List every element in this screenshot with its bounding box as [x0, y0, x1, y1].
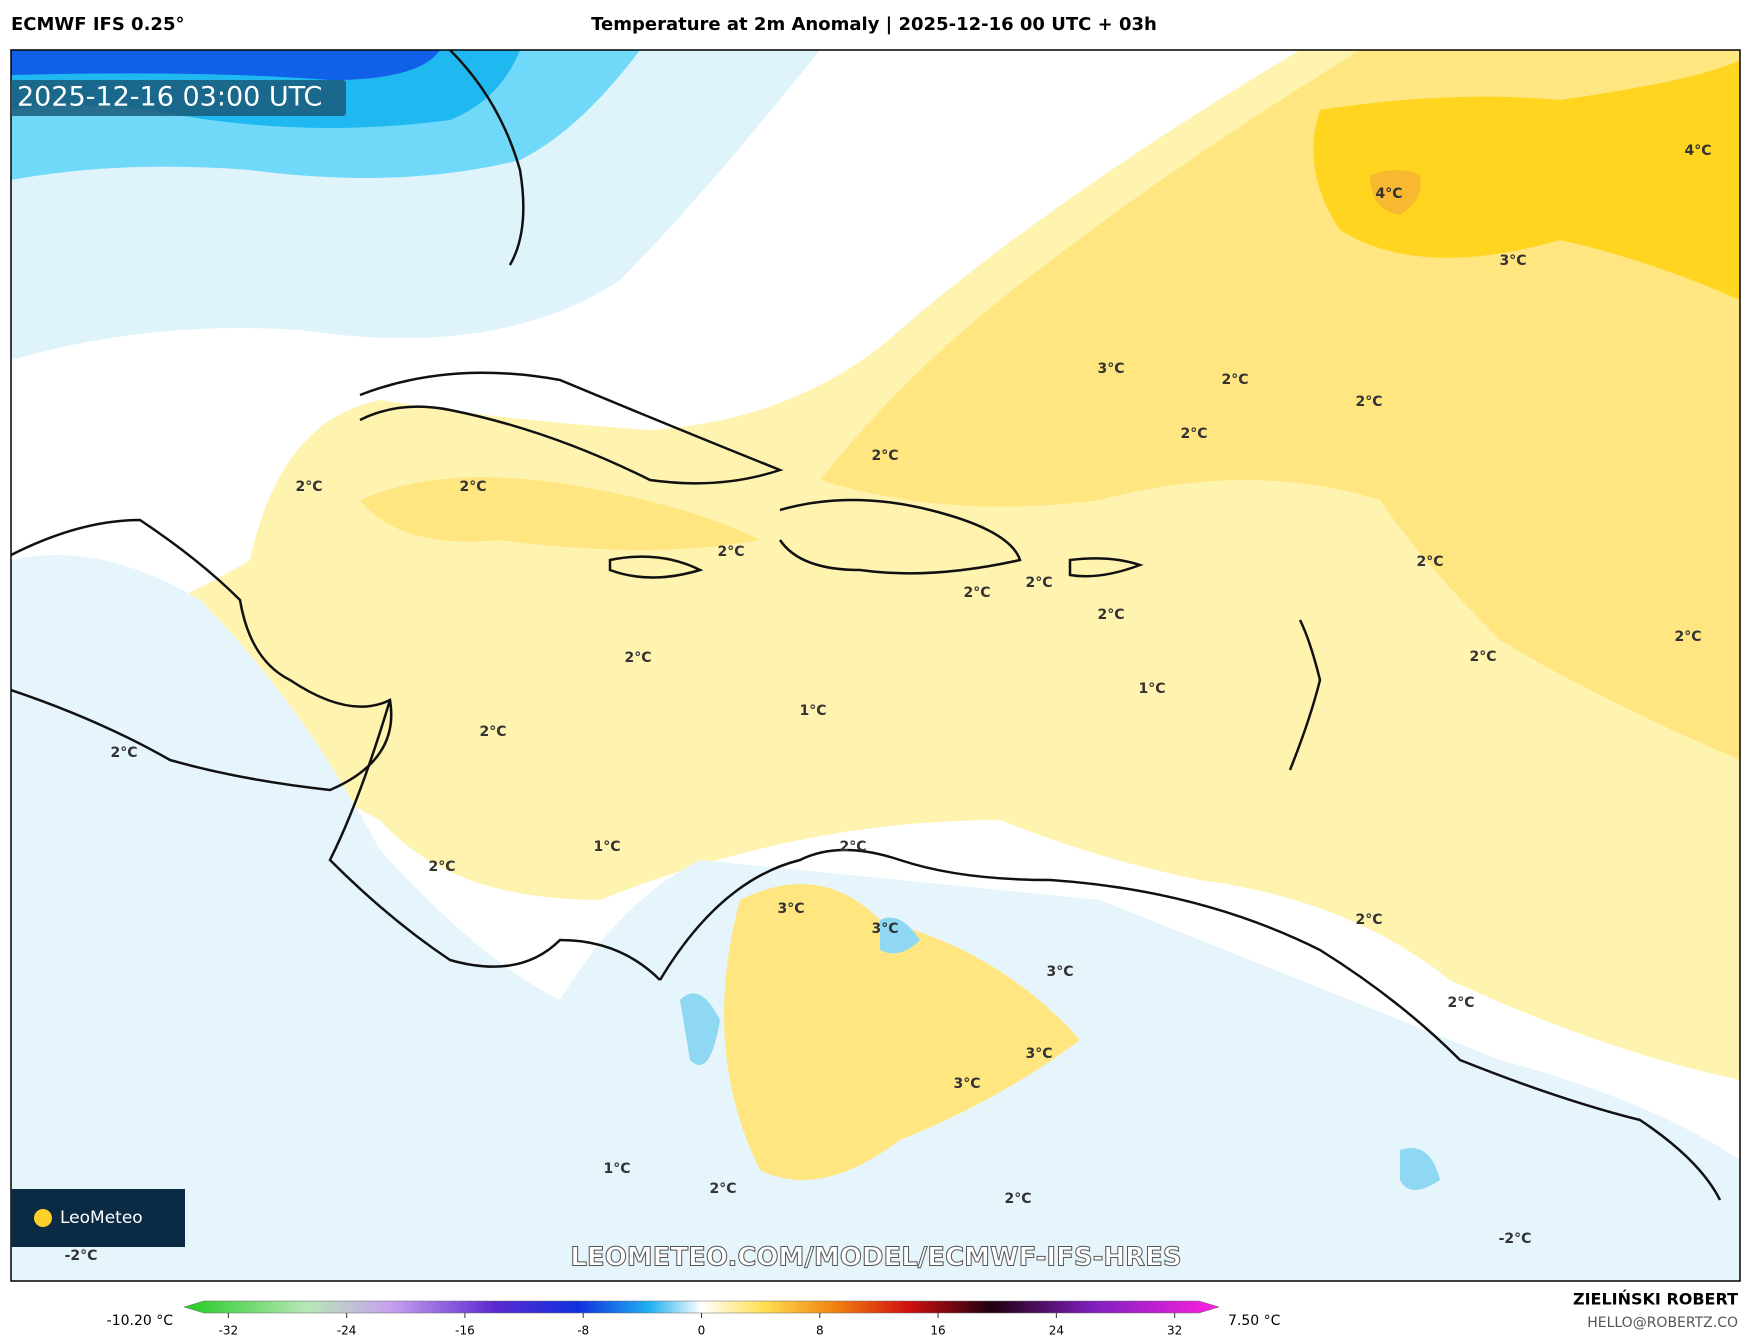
contour-label: 3°C	[1025, 1046, 1052, 1062]
author: ZIELIŃSKI ROBERT	[1573, 1290, 1738, 1309]
contour-label: -2°C	[65, 1248, 98, 1264]
contour-label: 2°C	[295, 479, 322, 495]
land-warm	[724, 884, 1080, 1180]
colorbar: -32 -24 -16 -8 0 8 16 24 32	[183, 1300, 1220, 1338]
contour-label: 2°C	[459, 479, 486, 495]
colorbar-tick-label: 16	[930, 1324, 945, 1338]
contour-label: 2°C	[110, 745, 137, 761]
contour-label: 3°C	[1097, 361, 1124, 377]
colorbar-strip	[183, 1300, 1220, 1314]
contour-label: 2°C	[1221, 372, 1248, 388]
contour-label: 2°C	[839, 839, 866, 855]
contour-label: 2°C	[428, 859, 455, 875]
contour-label: 2°C	[479, 724, 506, 740]
contour-label: 2°C	[717, 544, 744, 560]
map-frame	[10, 49, 1741, 1282]
ocean-cool	[11, 885, 560, 1281]
colorbar-tick-label: -8	[577, 1324, 589, 1338]
colorbar-tick-label: 0	[698, 1324, 706, 1338]
watermark: LEOMETEO.COM/MODEL/ECMWF-IFS-HRES	[570, 1243, 1181, 1273]
colorbar-tick-label: -24	[337, 1324, 357, 1338]
colorbar-tick-label: 32	[1167, 1324, 1182, 1338]
warm-peak	[1370, 170, 1421, 215]
logo: LeoMeteo	[60, 1208, 143, 1228]
contour-label: 2°C	[624, 650, 651, 666]
cold-max	[11, 50, 440, 80]
contour-label: 4°C	[1684, 143, 1711, 159]
colorbar-tick-label: -32	[219, 1324, 239, 1338]
warm-band-west	[360, 477, 760, 550]
contour-label: 2°C	[1447, 995, 1474, 1011]
title: Temperature at 2m Anomaly | 2025-12-16 0…	[591, 14, 1157, 35]
contour-label: 3°C	[871, 921, 898, 937]
contour-label: 2°C	[1355, 394, 1382, 410]
contour-label: 1°C	[593, 839, 620, 855]
contour-label: 2°C	[1355, 912, 1382, 928]
contour-label: 4°C	[1375, 186, 1402, 202]
valid-time: 2025-12-16 03:00 UTC	[17, 82, 322, 113]
contour-label: 2°C	[963, 585, 990, 601]
contour-label: 3°C	[777, 901, 804, 917]
contour-label: 2°C	[709, 1181, 736, 1197]
model-name: ECMWF IFS 0.25°	[11, 14, 184, 35]
contour-label: 1°C	[603, 1161, 630, 1177]
contour-label: 2°C	[1180, 426, 1207, 442]
colorbar-min: -10.20 °C	[107, 1313, 174, 1329]
colorbar-max: 7.50 °C	[1228, 1313, 1281, 1329]
contour-label: 2°C	[1674, 629, 1701, 645]
contour-label: 3°C	[1499, 253, 1526, 269]
map: 4°C 4°C 3°C 3°C 2°C 2°C 2°C 2°C 2°C 2°C 2°C 2°C 2°C 2…	[11, 50, 1740, 1281]
contour-label: 1°C	[1138, 681, 1165, 697]
contour-label: 2°C	[1416, 554, 1443, 570]
colorbar-tick-label: 24	[1049, 1324, 1064, 1338]
coastlines	[11, 50, 1722, 1201]
contour-label: 2°C	[871, 448, 898, 464]
contour-label: -2°C	[1499, 1231, 1532, 1247]
contour-label: 2°C	[1025, 575, 1052, 591]
contour-label: 2°C	[1469, 649, 1496, 665]
logo-sun	[34, 1209, 52, 1227]
contour-label: 2°C	[1097, 607, 1124, 623]
contour-label: 2°C	[1004, 1191, 1031, 1207]
contour-label: 1°C	[799, 703, 826, 719]
contour-label: 3°C	[953, 1076, 980, 1092]
valid-time-box	[11, 80, 346, 116]
colorbar-tick-label: -16	[455, 1324, 475, 1338]
colorbar-tick-label: 8	[816, 1324, 824, 1338]
contour-label: 3°C	[1046, 964, 1073, 980]
contour-labels: 4°C 4°C 3°C 3°C 2°C 2°C 2°C 2°C 2°C 2°C 2°C 2°C 2°C 2…	[65, 143, 1712, 1264]
email: HELLO@ROBERTZ.CO	[1587, 1315, 1738, 1331]
warm-high	[1313, 60, 1740, 300]
